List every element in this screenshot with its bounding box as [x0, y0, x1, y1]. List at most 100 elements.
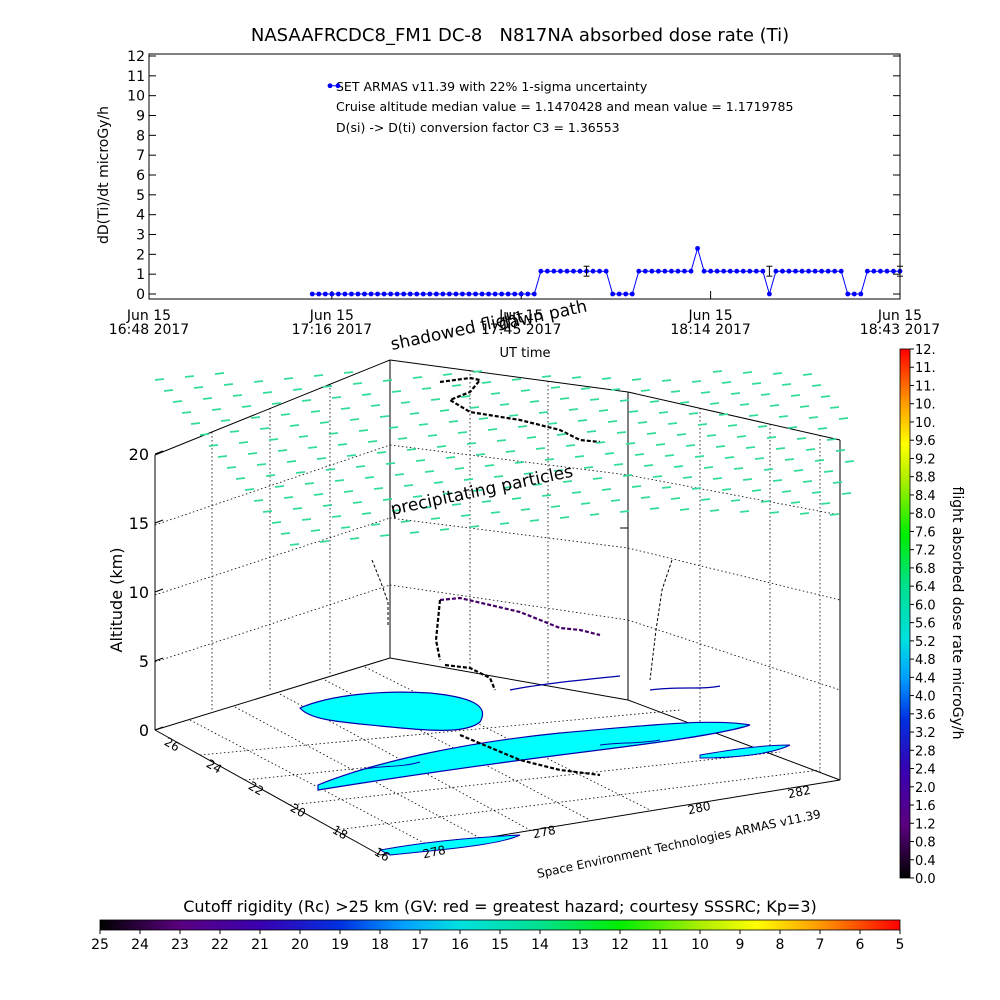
rigidity-tick-label: 11: [651, 937, 669, 953]
particle-dash: [460, 395, 471, 398]
contour-line-f: [359, 739, 661, 771]
particle-dash: [502, 486, 513, 489]
particle-dash: [358, 429, 369, 432]
y-tick-label: 12: [127, 49, 145, 65]
chart-title: NASAAFRCDC8_FM1 DC-8 N817NA absorbed dos…: [251, 25, 789, 46]
particle-dash: [172, 400, 183, 403]
rigidity-tick-label: 14: [531, 937, 549, 953]
flight-shadow-right: [649, 559, 673, 681]
data-point: [388, 291, 394, 297]
data-point: [682, 268, 687, 274]
altitude-ticks: 0 5 10 15 20: [129, 445, 164, 740]
particle-dash: [667, 422, 678, 425]
particle-dash: [457, 431, 468, 434]
dose-tick-label: 6.4: [915, 580, 936, 595]
particle-dash: [742, 478, 753, 481]
particle-dash: [427, 434, 438, 437]
dose-tick-label: 8.0: [915, 507, 936, 522]
particle-dash: [514, 461, 525, 464]
data-point: [564, 268, 570, 274]
dose-tick-label: 0.4: [915, 854, 936, 869]
data-point: [355, 291, 361, 297]
data-point: [878, 268, 883, 274]
particle-dash: [340, 526, 351, 529]
particle-dash: [694, 455, 705, 458]
x-tick-date: Jun 15: [309, 308, 354, 324]
lon-tick-label: 280: [687, 799, 712, 817]
lon-tick-label: 278: [422, 843, 447, 861]
particle-dash: [760, 500, 771, 503]
legend-point: [335, 83, 341, 89]
particle-dash: [271, 521, 282, 524]
data-point: [780, 268, 785, 274]
particle-dash: [505, 450, 516, 453]
particle-dash: [256, 463, 267, 466]
data-point: [649, 268, 655, 274]
particle-dash: [520, 508, 531, 511]
particle-dash: [265, 474, 276, 477]
particle-dash: [742, 371, 753, 374]
particle-dash: [802, 480, 813, 483]
particle-dash: [436, 445, 447, 448]
particle-dash: [811, 384, 822, 387]
longitude-ticks: 278 278 280 282: [422, 783, 812, 861]
z-tick-label: 20: [129, 445, 149, 464]
particle-dash: [829, 513, 840, 516]
particle-dash: [409, 531, 420, 534]
particle-dash: [541, 375, 552, 378]
data-point: [636, 268, 642, 274]
legend-point: [327, 83, 333, 89]
particle-dash: [640, 496, 651, 499]
data-point: [499, 291, 505, 297]
lat-tick-label: 26: [162, 735, 182, 755]
particle-dash: [403, 484, 414, 487]
particle-dash: [769, 404, 780, 407]
particle-dash: [277, 449, 288, 452]
particle-dash: [451, 384, 462, 387]
dose-tick-label: 4.8: [915, 653, 936, 668]
rigidity-tick-label: 9: [736, 937, 745, 953]
particle-dash: [391, 390, 402, 393]
particle-dash: [814, 459, 825, 462]
particle-dash: [589, 398, 600, 401]
data-point: [544, 268, 550, 274]
particle-dash: [460, 514, 471, 517]
particle-dash: [217, 455, 228, 458]
particle-dash: [601, 488, 612, 491]
particle-dash: [430, 398, 441, 401]
particle-dash: [406, 448, 417, 451]
z-tick-label: 0: [139, 721, 149, 740]
rigidity-tick-label: 25: [91, 937, 109, 953]
particle-dash: [559, 516, 570, 519]
particle-dash: [679, 401, 690, 404]
particle-dash: [838, 417, 849, 420]
data-point: [577, 268, 583, 274]
rigidity-colorbar-label: Cutoff rigidity (Rc) >25 km (GV: red = g…: [183, 897, 817, 916]
y-tick-label: 11: [127, 69, 145, 85]
lat-tick-label: 20: [288, 801, 308, 821]
precipitating-particles-field: [154, 370, 855, 546]
dose-tick-label: 9.2: [915, 452, 936, 467]
rigidity-tick-label: 13: [571, 937, 589, 953]
data-point: [316, 291, 322, 297]
data-point: [375, 291, 380, 297]
y-tick-label: 3: [136, 228, 145, 244]
particle-dash: [328, 432, 339, 435]
x-tick-time: 18:14 2017: [670, 322, 750, 338]
particle-dash: [259, 427, 270, 430]
particle-dash: [319, 540, 330, 543]
particle-dash: [352, 382, 363, 385]
particle-dash: [766, 436, 777, 439]
particle-dash: [226, 466, 237, 469]
particle-dash: [304, 482, 315, 485]
particle-dash: [712, 370, 723, 373]
data-point: [740, 268, 746, 274]
flight-track-segment: [444, 663, 497, 691]
dose-tick-label: 11.: [915, 361, 936, 376]
particle-dash: [352, 501, 363, 504]
y-tick-label: 9: [136, 109, 145, 125]
particle-dash: [631, 378, 642, 381]
dose-tick-label: 8.8: [915, 471, 936, 486]
data-point: [335, 291, 341, 297]
y-tick-label: 10: [127, 89, 145, 105]
